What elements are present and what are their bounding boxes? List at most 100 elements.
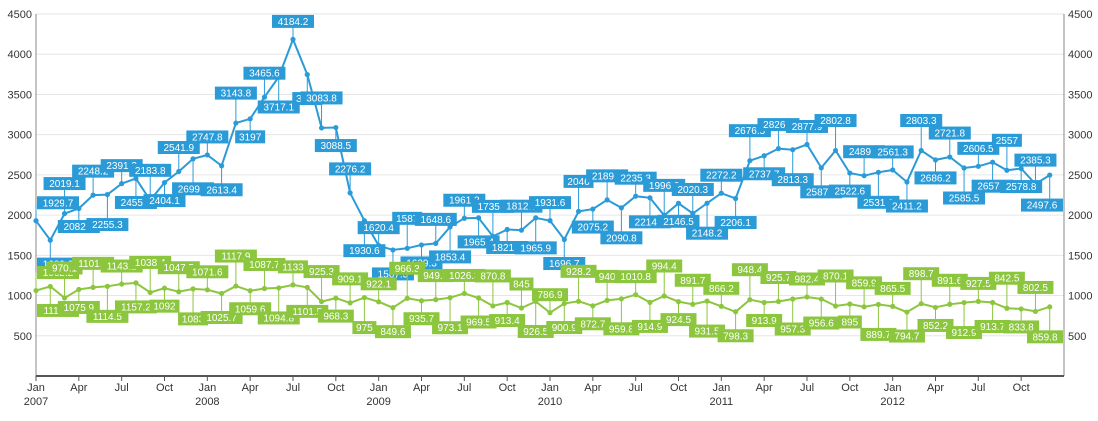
series-1-label-box — [928, 126, 971, 140]
series-1-data-label: 2802.8 — [820, 116, 851, 127]
series-2-label-box — [286, 304, 329, 318]
series-2-data-label: 786.9 — [537, 290, 562, 301]
series-1-data-label: 1961.2 — [449, 196, 480, 207]
x-tick-month-label: Oct — [327, 382, 344, 394]
series-1-label-box — [686, 226, 729, 240]
series-2-label-box — [574, 317, 611, 331]
x-tick-month-label: Apr — [413, 382, 430, 394]
series-1-point — [476, 215, 482, 221]
y-tick-label-right: 500 — [1068, 331, 1086, 343]
series-1-label-box — [1014, 153, 1057, 167]
x-tick-year-label: 2007 — [24, 396, 48, 408]
series-2-label-box — [186, 265, 229, 279]
series-1-label-box — [991, 133, 1022, 147]
series-2-data-label: 802.5 — [1023, 283, 1048, 294]
series-2-data-label: 927.5 — [966, 279, 991, 290]
series-1-label-box — [900, 113, 943, 127]
series-2-label-box — [374, 325, 411, 339]
x-tick-month-label: Jan — [541, 382, 559, 394]
series-2-data-label: 924.5 — [666, 315, 691, 326]
series-1-data-label: 2235.3 — [620, 174, 651, 185]
series-2-data-label: 968.3 — [323, 312, 348, 323]
y-tick-label-right: 2000 — [1068, 210, 1092, 222]
series-1-data-label: 3197 — [239, 132, 262, 143]
series-2-label-box — [731, 263, 768, 277]
y-tick-label-left: 4500 — [8, 9, 32, 21]
y-tick-label-left: 3000 — [8, 130, 32, 142]
axes: 500 500 1000 1000 1500 1500 2000 2000 2500 2500 30… — [8, 9, 1093, 408]
series-2-label-box — [917, 318, 954, 332]
y-tick-label-right: 1000 — [1068, 291, 1092, 303]
y-tick-label-left: 2500 — [8, 170, 32, 182]
series-2-data-label: 1071.6 — [192, 267, 223, 278]
series-2-data-label: 849.6 — [380, 327, 405, 338]
series-2-data-label: 889.7 — [866, 330, 891, 341]
series-1-label-box — [828, 184, 871, 198]
series-1-point — [219, 163, 225, 169]
series-1-point — [590, 206, 596, 212]
series-2-data-label: 926.5 — [523, 327, 548, 338]
series-1-label-box — [871, 145, 914, 159]
series-1-data-label: 1812.7 — [506, 202, 537, 213]
series-2-data-label: 913.9 — [752, 316, 777, 327]
series-1-data-label: 2075.2 — [578, 223, 609, 234]
series-2-data-label: 994.4 — [652, 262, 677, 273]
series-1-data-label: 2090.8 — [606, 233, 637, 244]
series-2-data-label: 948.4 — [737, 265, 762, 276]
series-1-data-label: 2148.2 — [692, 229, 723, 240]
series-1-data-label: 2189.7 — [592, 171, 623, 182]
series-1-data-label: 1587 — [396, 214, 419, 225]
series-1-point — [875, 169, 881, 175]
series-1-data-label: 2657.9 — [977, 182, 1008, 193]
series-2-label-box — [960, 276, 997, 290]
series-1-data-label: 2585.5 — [949, 194, 980, 205]
series-1-label-box — [392, 211, 423, 225]
series-1-data-label: 1648.6 — [420, 215, 451, 226]
series-2-data-label: 1143.2 — [107, 262, 137, 273]
series-2-label-box — [432, 321, 469, 335]
series-2-data-label: 833.8 — [1009, 322, 1034, 333]
series-1-data-label: 2587.7 — [806, 187, 837, 198]
series-2-data-label: 852.2 — [923, 321, 948, 332]
series-2-label-box — [817, 269, 854, 283]
series-1-label-box — [514, 241, 557, 255]
series-2-data-label: 970.1 — [52, 263, 77, 274]
series-2-data-label: 912.9 — [952, 328, 977, 339]
y-tick-label-right: 4500 — [1068, 9, 1092, 21]
series-2-data-label: 1114.5 — [93, 312, 123, 323]
series-2-data-label: 1038.4 — [135, 258, 166, 269]
series-2-data-label: 1157.2 — [121, 302, 151, 313]
data-labels: 1929.71689.22019.12082.12248.22255.32391… — [35, 14, 1063, 344]
series-2-label-box — [789, 272, 825, 286]
series-1-label-box — [671, 182, 714, 196]
series-1-label-box — [943, 191, 986, 205]
series-2-label-box — [931, 273, 968, 287]
series-1-point — [647, 195, 653, 201]
series-2-label-box — [646, 259, 683, 273]
series-1-point — [733, 195, 739, 202]
series-2-data-label: 940 — [599, 272, 616, 283]
series-1-data-label: 1821.3 — [492, 243, 523, 254]
series-2-label-box — [389, 261, 426, 275]
series-2-data-label: 956.6 — [809, 319, 834, 330]
series-1-data-label: 2557 — [996, 136, 1019, 147]
series-1-data-label: 2803.3 — [906, 116, 937, 127]
y-tick-label-left: 4000 — [8, 49, 32, 61]
series-1-data-label: 1696.7 — [549, 259, 580, 270]
series-2-data-label: 1059.6 — [235, 304, 266, 315]
series-2-label-box — [595, 269, 620, 283]
series-2-data-label: 900.9 — [552, 323, 577, 334]
x-tick-month-label: Jan — [198, 382, 216, 394]
series-1-data-label: 2385.3 — [1020, 156, 1051, 167]
y-tick-label-left: 3500 — [8, 89, 32, 101]
series-2-label-box — [803, 316, 840, 330]
series-1-data-label: 1567.3 — [378, 269, 409, 280]
series-1-data-label: 2877.9 — [792, 122, 823, 133]
series-2-data-label: 1087.7 — [249, 260, 280, 271]
x-tick-year-label: 2011 — [710, 396, 734, 408]
series-1-label-box — [1021, 198, 1063, 212]
series-2-label-box — [660, 313, 697, 327]
series-1-label-box — [235, 130, 266, 144]
x-tick-month-label: Oct — [499, 382, 516, 394]
